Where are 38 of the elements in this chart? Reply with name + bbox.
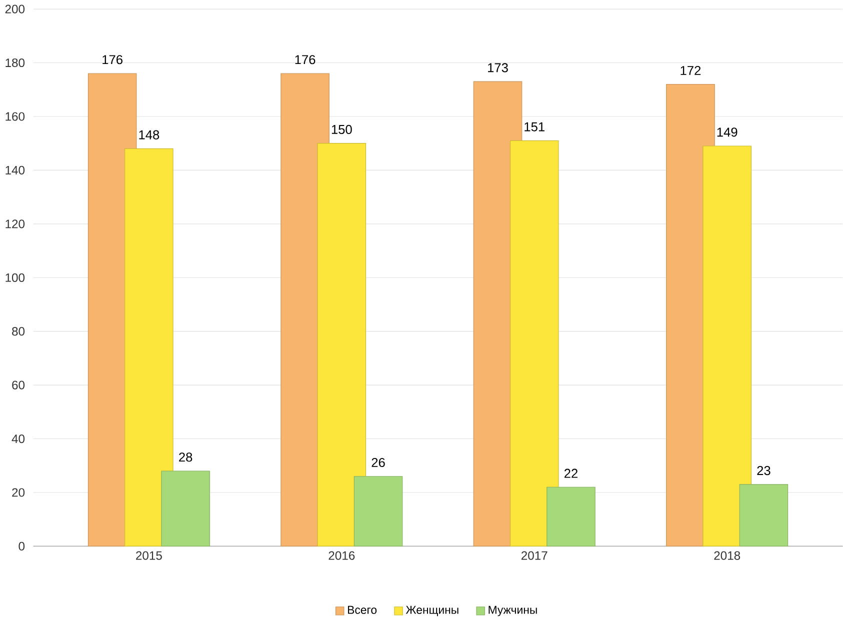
bar [702,146,752,547]
bar [161,470,210,547]
y-tick-label: 80 [12,327,25,336]
data-label: 151 [524,122,544,132]
bar [354,476,403,547]
bar [739,484,788,547]
data-label: 150 [332,125,352,134]
legend-label: Всего [348,606,377,614]
data-label: 172 [680,66,701,76]
data-label: 149 [717,128,738,137]
data-label: 148 [139,130,160,140]
y-tick-label: 140 [6,166,25,175]
bar [317,143,366,547]
y-tick-label: 200 [5,4,25,14]
y-tick-label: 120 [6,220,25,228]
bar [124,148,174,547]
y-tick-label: 40 [12,434,25,444]
y-tick-label: 100 [6,274,25,282]
data-label: 28 [179,452,192,462]
x-tick-label: 2015 [136,551,162,560]
y-tick-label: 180 [6,58,25,68]
data-label: 26 [372,458,385,468]
data-label: 22 [564,468,578,478]
y-tick-label: 160 [6,112,25,121]
legend-label: Мужчины [488,606,537,616]
x-tick-label: 2018 [714,551,740,560]
legend-label: Женщины [406,606,458,616]
data-label: 176 [295,55,316,64]
x-tick-label: 2016 [328,551,355,560]
y-tick-label: 60 [12,380,25,390]
data-label: 23 [757,466,770,476]
data-label: 173 [488,63,508,72]
y-tick-label: 20 [12,488,25,497]
data-label: 176 [102,55,122,64]
x-tick-label: 2017 [521,551,548,560]
y-tick-label: 0 [18,542,25,551]
bar [546,487,596,547]
bar [510,140,559,547]
